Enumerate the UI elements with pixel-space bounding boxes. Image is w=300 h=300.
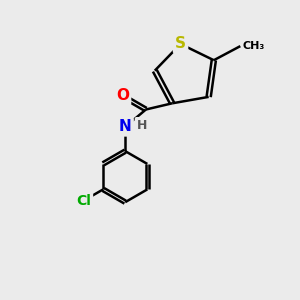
Text: S: S xyxy=(175,37,186,52)
Text: H: H xyxy=(136,119,147,132)
Text: O: O xyxy=(116,88,129,104)
Text: CH₃: CH₃ xyxy=(243,41,265,51)
Text: Cl: Cl xyxy=(76,194,91,208)
Text: N: N xyxy=(119,119,132,134)
